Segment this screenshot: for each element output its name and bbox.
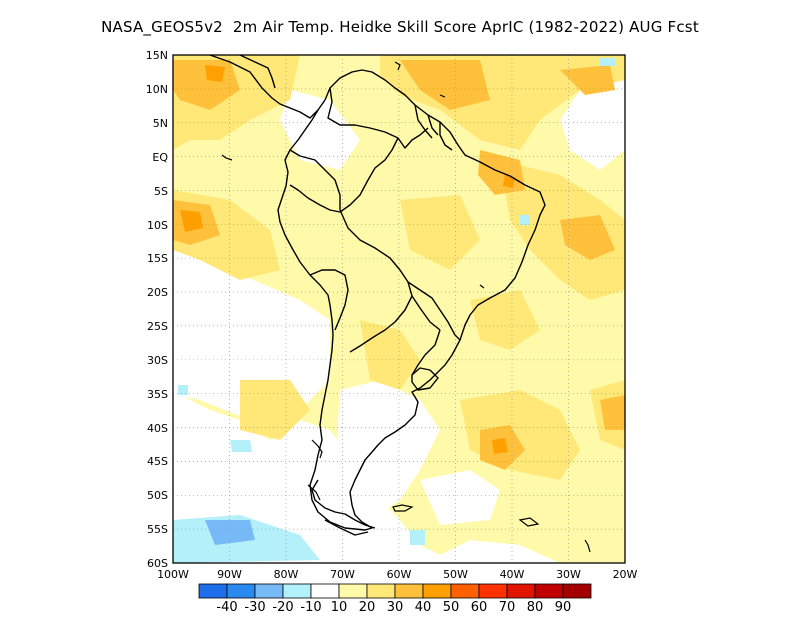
- colorbar-swatch: [450, 583, 480, 599]
- colorbar-label: -40: [216, 600, 237, 615]
- colorbar: [198, 583, 592, 599]
- lat-label: EQ: [152, 151, 168, 164]
- colorbar-swatch: [198, 583, 228, 599]
- coastlines: [209, 54, 546, 536]
- colorbar-label: 80: [527, 600, 544, 615]
- longitude-labels: 100W 90W 80W 70W 60W 50W 40W 30W 20W: [157, 568, 637, 581]
- colorbar-swatch: [366, 583, 396, 599]
- colorbar-swatch: [226, 583, 256, 599]
- lon-label: 50W: [443, 568, 468, 581]
- lon-label: 100W: [157, 568, 189, 581]
- colorbar-label: 90: [555, 600, 572, 615]
- colorbar-label: 50: [443, 600, 460, 615]
- colorbar-swatch: [478, 583, 508, 599]
- lat-label: 35S: [147, 388, 168, 401]
- colorbar-label: 30: [387, 600, 404, 615]
- lat-label: 50S: [147, 489, 168, 502]
- colorbar-swatch: [282, 583, 312, 599]
- colorbar-label: 40: [415, 600, 432, 615]
- colorbar-swatch: [534, 583, 564, 599]
- lon-label: 40W: [500, 568, 525, 581]
- colorbar-label: 70: [499, 600, 516, 615]
- colorbar-label: 10: [331, 600, 348, 615]
- colorbar-labels: -40 -30 -20 -10 10 20 30 40 50 60 70 80 …: [216, 600, 571, 615]
- latitude-labels: 15N 10N 5N EQ 5S 10S 15S 20S 25S 30S 35S…: [146, 49, 169, 570]
- lat-label: 45S: [147, 455, 168, 468]
- lat-label: 25S: [147, 320, 168, 333]
- colorbar-swatch: [310, 583, 340, 599]
- lat-label: 5S: [154, 185, 168, 198]
- lat-label: 10S: [147, 219, 168, 232]
- plot-frame: [172, 54, 626, 564]
- lon-label: 70W: [330, 568, 355, 581]
- lat-label: 15S: [147, 252, 168, 265]
- colorbar-label: -20: [272, 600, 293, 615]
- colorbar-label: 20: [359, 600, 376, 615]
- lat-label: 30S: [147, 354, 168, 367]
- colorbar-swatch: [506, 583, 536, 599]
- lon-label: 30W: [556, 568, 581, 581]
- lon-label: 20W: [613, 568, 638, 581]
- lat-label: 5N: [153, 117, 168, 130]
- lat-label: 15N: [146, 49, 168, 62]
- lat-label: 60S: [147, 557, 168, 570]
- lat-label: 20S: [147, 286, 168, 299]
- colorbar-swatch: [394, 583, 424, 599]
- colorbar-swatch: [338, 583, 368, 599]
- colorbar-swatch: [562, 583, 592, 599]
- lon-label: 80W: [274, 568, 299, 581]
- lat-label: 55S: [147, 523, 168, 536]
- lon-label: 90W: [217, 568, 242, 581]
- lon-label: 60W: [387, 568, 412, 581]
- colorbar-label: 60: [471, 600, 488, 615]
- colorbar-swatch: [422, 583, 452, 599]
- map-title: NASA_GEOS5v2 2m Air Temp. Heidke Skill S…: [101, 18, 699, 36]
- lat-label: 10N: [146, 83, 168, 96]
- islands: [221, 61, 591, 553]
- colorbar-label: -10: [300, 600, 321, 615]
- lat-label: 40S: [147, 422, 168, 435]
- colorbar-swatch: [254, 583, 284, 599]
- colorbar-label: -30: [244, 600, 265, 615]
